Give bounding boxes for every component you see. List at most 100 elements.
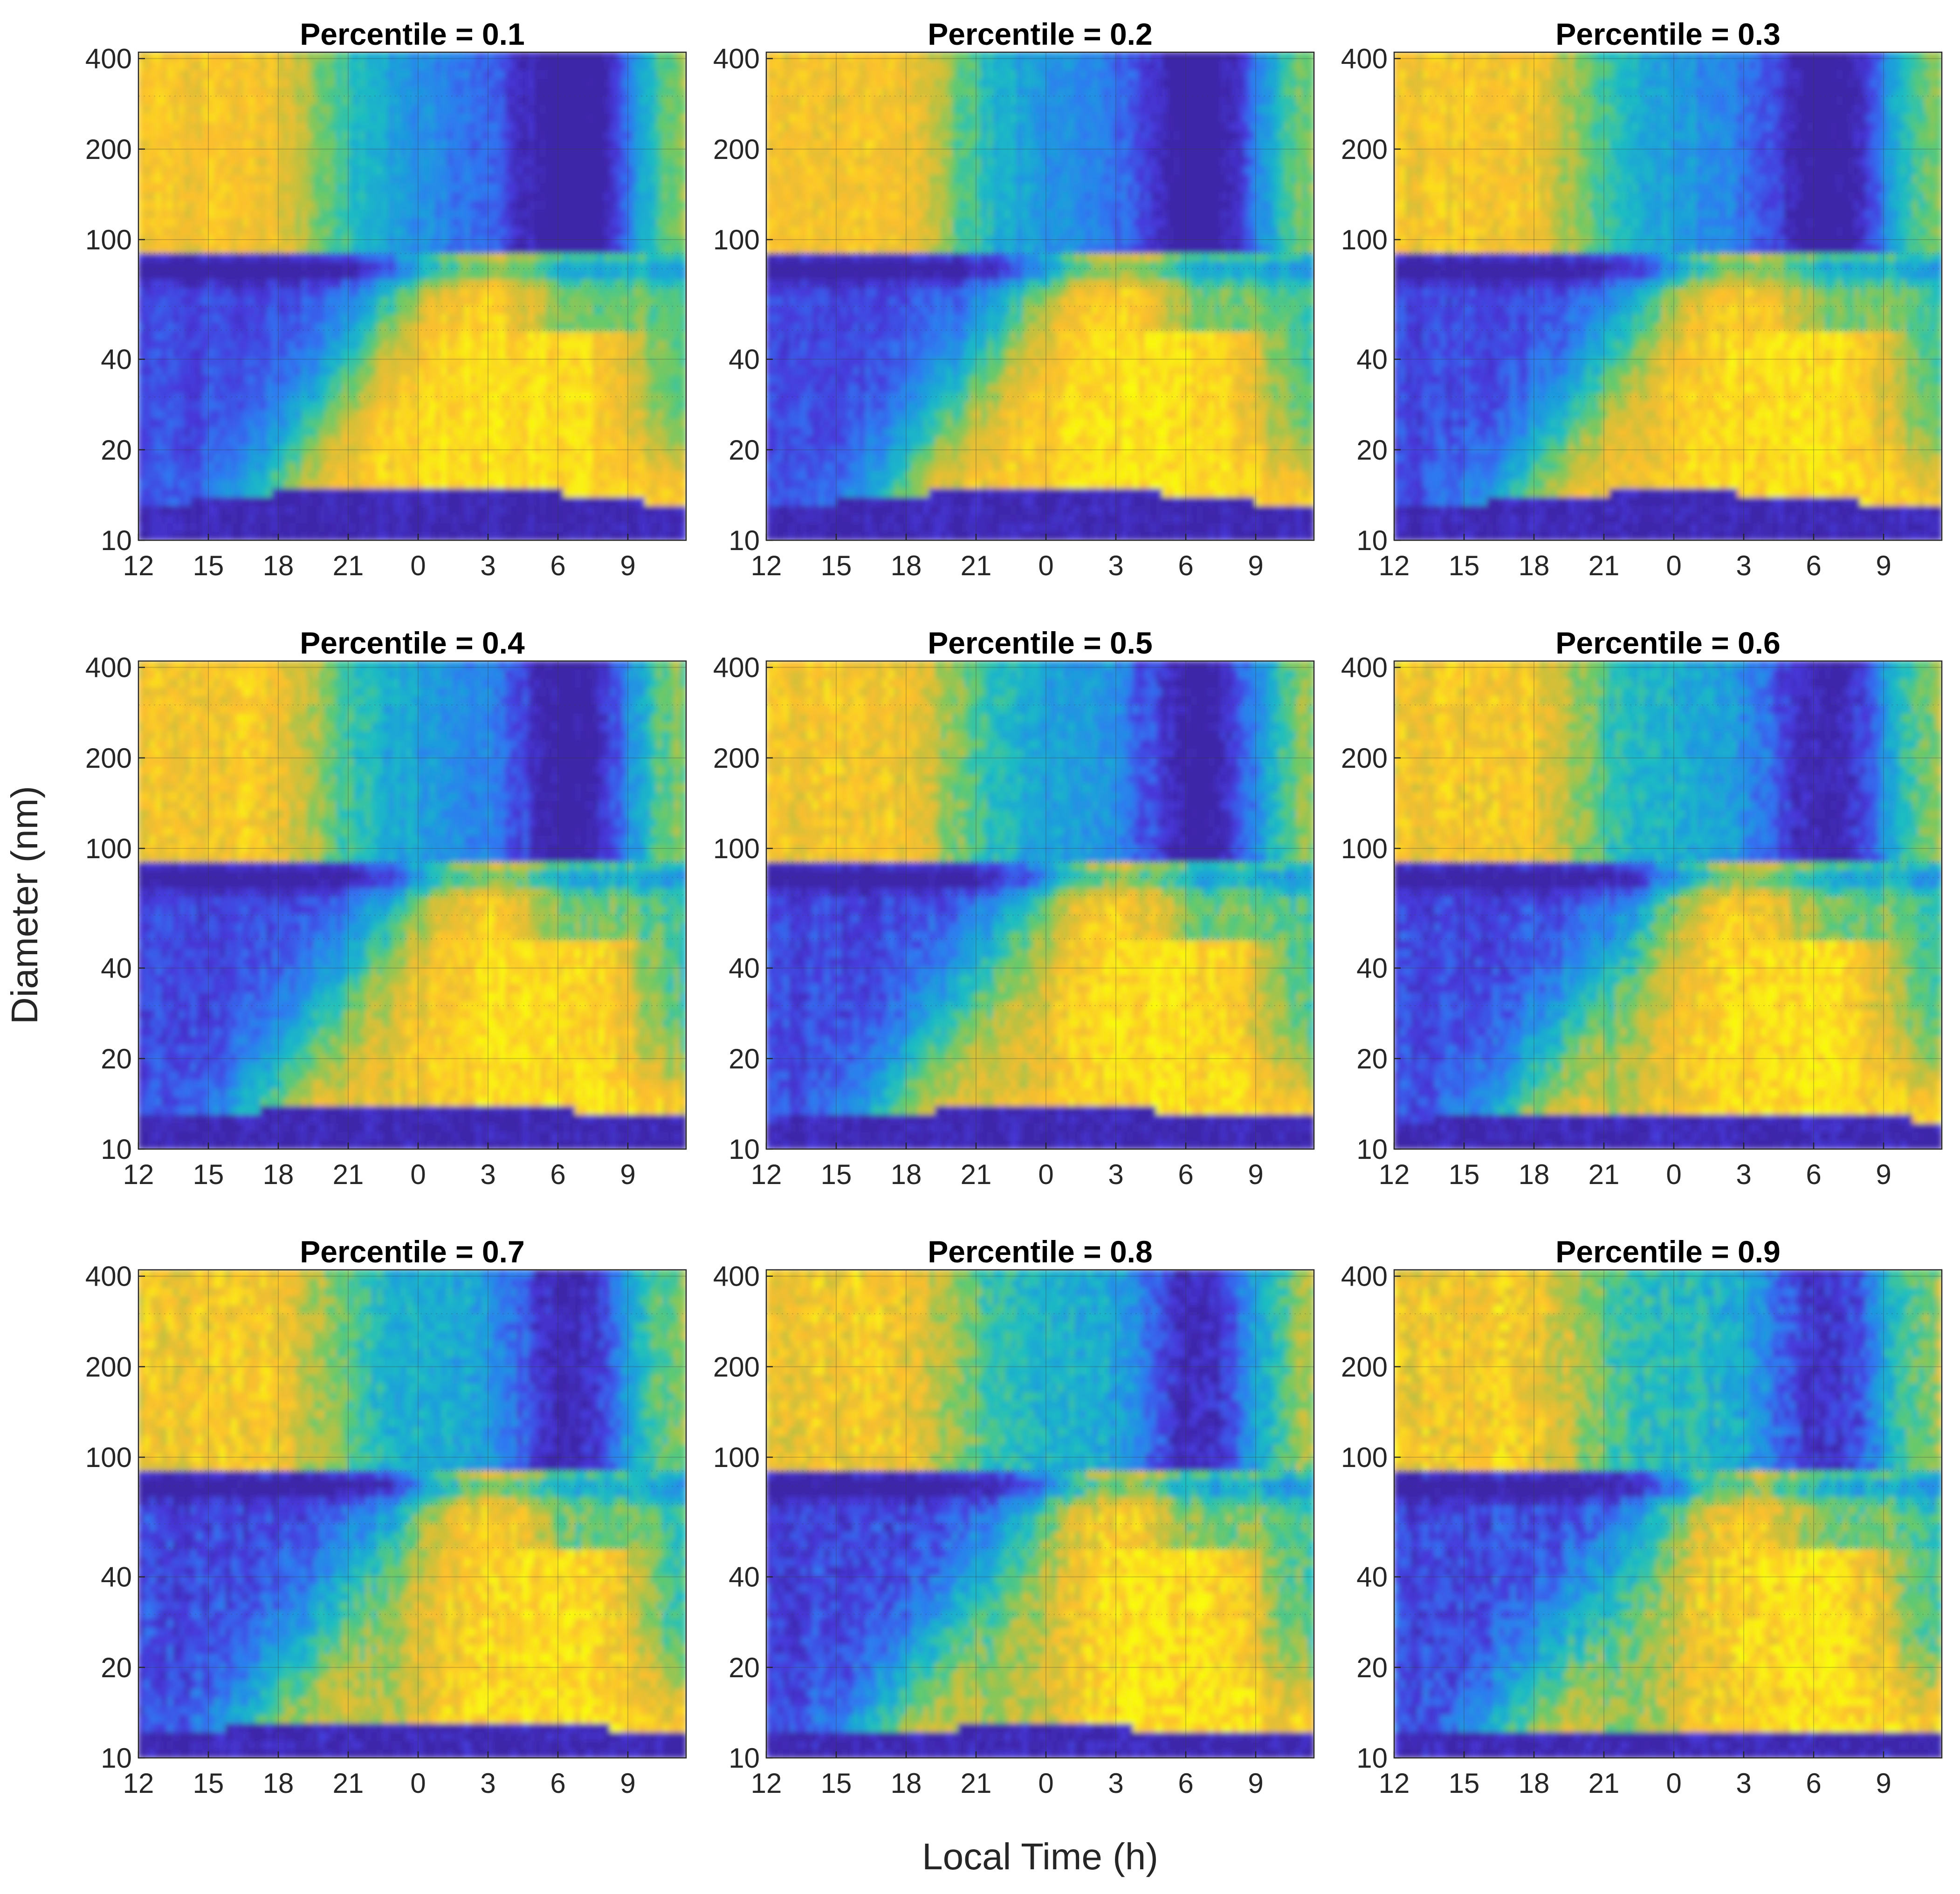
heatmap-cell [185, 383, 192, 393]
heatmap-cell [220, 252, 227, 262]
heatmap-cell [394, 52, 401, 62]
heatmap-cell [406, 261, 413, 271]
heatmap-cell [185, 348, 192, 358]
heatmap-cell [289, 269, 296, 280]
heatmap-cell [248, 453, 255, 462]
heatmap-cell [470, 409, 477, 419]
heatmap-cell [639, 60, 646, 70]
heatmap-cell [150, 78, 157, 88]
heatmap-cell [563, 313, 570, 323]
heatmap-cell [458, 435, 465, 445]
heatmap-cell [202, 252, 209, 262]
heatmap-cell [464, 191, 471, 201]
heatmap-cell [348, 52, 355, 62]
heatmap-cell [318, 243, 325, 253]
heatmap-cell [546, 52, 553, 62]
heatmap-cell [220, 191, 227, 201]
heatmap-cell [394, 296, 401, 306]
heatmap-cell [353, 453, 360, 462]
heatmap-cell [260, 296, 267, 306]
heatmap-cell [476, 252, 483, 262]
heatmap-cell [155, 426, 162, 436]
heatmap-cell [447, 496, 454, 506]
heatmap-cell [243, 453, 250, 462]
heatmap-cell [528, 191, 535, 201]
heatmap-cell [190, 208, 197, 219]
heatmap-cell [254, 252, 261, 262]
heatmap-cell [196, 243, 203, 253]
heatmap-cell [516, 226, 523, 236]
heatmap-cell [237, 252, 244, 262]
heatmap-cell [563, 296, 570, 306]
heatmap-cell [383, 112, 390, 123]
heatmap-cell [237, 261, 244, 271]
heatmap-cell [371, 522, 378, 532]
heatmap-cell [260, 409, 267, 419]
heatmap-cell [604, 130, 611, 140]
heatmap-cell [365, 278, 372, 288]
heatmap-cell [429, 505, 436, 515]
heatmap-cell [272, 130, 279, 140]
heatmap-cell [330, 409, 337, 419]
heatmap-cell [528, 269, 535, 280]
heatmap-cell [394, 461, 401, 471]
heatmap-cell [633, 156, 640, 166]
heatmap-cell [353, 60, 360, 70]
heatmap-cell [435, 313, 442, 323]
heatmap-cell [167, 313, 174, 323]
heatmap-cell [470, 278, 477, 288]
heatmap-cell [464, 217, 471, 227]
heatmap-cell [167, 243, 174, 253]
heatmap-cell [213, 112, 220, 123]
heatmap-cell [516, 435, 523, 445]
heatmap-cell [575, 531, 582, 540]
heatmap-cell [598, 112, 605, 123]
heatmap-cell [493, 304, 500, 314]
heatmap-cell [400, 243, 407, 253]
heatmap-cell [394, 392, 401, 401]
heatmap-cell [516, 95, 523, 105]
heatmap-cell [551, 234, 558, 245]
heatmap-cell [586, 217, 593, 227]
heatmap-cell [213, 130, 220, 140]
heatmap-cell [429, 348, 436, 358]
heatmap-cell [167, 60, 174, 70]
heatmap-cell [348, 487, 355, 497]
heatmap-cell [254, 505, 261, 515]
heatmap-cell [604, 69, 611, 79]
heatmap-cell [429, 69, 436, 79]
heatmap-cell [557, 112, 564, 123]
heatmap-cell [447, 156, 454, 166]
heatmap-cell [604, 200, 611, 210]
heatmap-cell [278, 191, 285, 201]
heatmap-cell [179, 173, 186, 184]
heatmap-cell [272, 296, 279, 306]
heatmap-cell [313, 435, 320, 445]
heatmap-cell [313, 339, 320, 349]
heatmap-cell [365, 470, 372, 480]
heatmap-cell [418, 505, 425, 515]
heatmap-cell [138, 313, 145, 323]
heatmap-cell [202, 200, 209, 210]
heatmap-cell [190, 496, 197, 506]
heatmap-cell [330, 513, 337, 523]
heatmap-cell [435, 365, 442, 375]
heatmap-cell [441, 331, 448, 340]
heatmap-cell [155, 69, 162, 79]
heatmap-cell [377, 365, 384, 375]
heatmap-cell [225, 322, 232, 332]
heatmap-cell [493, 139, 500, 149]
heatmap-cell [225, 243, 232, 253]
heatmap-cell [371, 461, 378, 471]
heatmap-cell [167, 165, 174, 175]
heatmap-cell [575, 392, 582, 401]
heatmap-cell [324, 409, 331, 419]
heatmap-cell [196, 226, 203, 236]
heatmap-cell [423, 86, 430, 96]
heatmap-cell [383, 331, 390, 340]
heatmap-cell [464, 374, 471, 384]
heatmap-cell [429, 278, 436, 288]
heatmap-cell [289, 86, 296, 96]
heatmap-cell [301, 531, 308, 540]
heatmap-cell [213, 426, 220, 436]
